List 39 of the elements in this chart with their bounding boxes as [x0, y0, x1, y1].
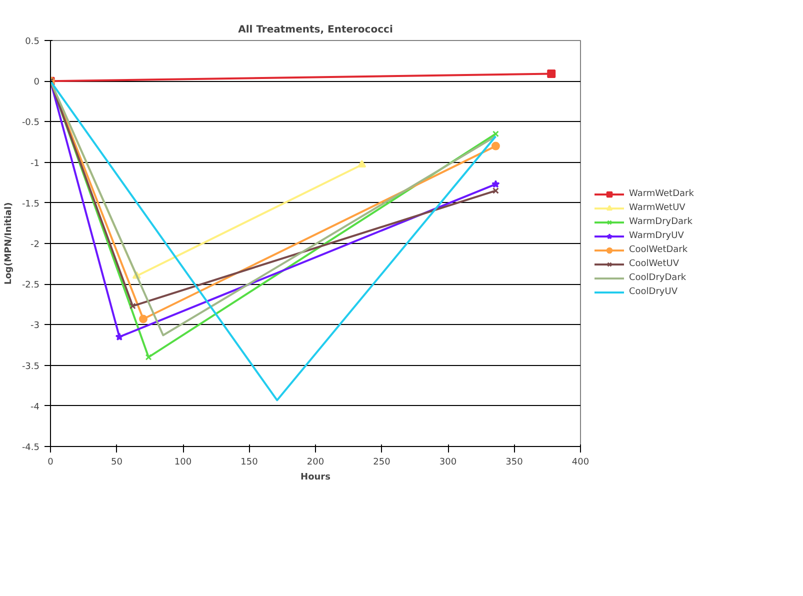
point	[115, 332, 124, 340]
x-tick-label: 0	[48, 458, 54, 468]
point	[139, 314, 148, 324]
y-tick-label: -4	[30, 402, 40, 412]
legend-label: CoolWetDark	[629, 244, 688, 256]
x-axis-title: Hours	[300, 472, 330, 482]
legend-label: WarmWetDark	[629, 188, 694, 200]
x-tick-label: 250	[373, 458, 391, 468]
y-tick-label: -2.5	[22, 280, 40, 291]
x-tick-label: 100	[174, 458, 192, 468]
y-tick-label: -3.5	[22, 362, 40, 372]
legend-label: WarmDryUV	[629, 230, 684, 242]
y-tick-label: -2	[30, 240, 40, 250]
x-tick-label: 400	[572, 458, 590, 468]
point	[492, 187, 499, 194]
y-tick-label: -0.5	[22, 118, 40, 128]
x-tick-label: 300	[439, 458, 457, 468]
point	[145, 354, 152, 360]
point	[129, 302, 136, 310]
y-axis-title: Log(MPN/Initial)	[4, 202, 14, 285]
legend-label: WarmDryDark	[629, 216, 692, 228]
point	[491, 142, 500, 150]
x-tick-label: 50	[111, 458, 123, 468]
y-tick-label: 0.5	[25, 37, 40, 47]
x-tick-label: 350	[506, 458, 524, 468]
point	[492, 130, 499, 138]
y-tick-label: 0	[34, 78, 40, 88]
chart-title: All Treatments, Enterococci	[238, 24, 393, 36]
y-tick-label: -4.5	[22, 443, 40, 453]
legend-label: CoolDryDark	[629, 272, 686, 284]
x-tick-label: 150	[240, 458, 258, 468]
y-tick-label: -1	[30, 158, 40, 169]
y-tick-label: -3	[30, 321, 40, 332]
x-tick-label: 200	[306, 458, 324, 468]
legend-label: CoolDryUV	[629, 286, 678, 298]
legend-label: CoolWetUV	[629, 258, 679, 270]
point	[492, 180, 500, 188]
legend-label: WarmWetUV	[629, 202, 686, 214]
y-tick-label: -1.5	[22, 199, 40, 210]
